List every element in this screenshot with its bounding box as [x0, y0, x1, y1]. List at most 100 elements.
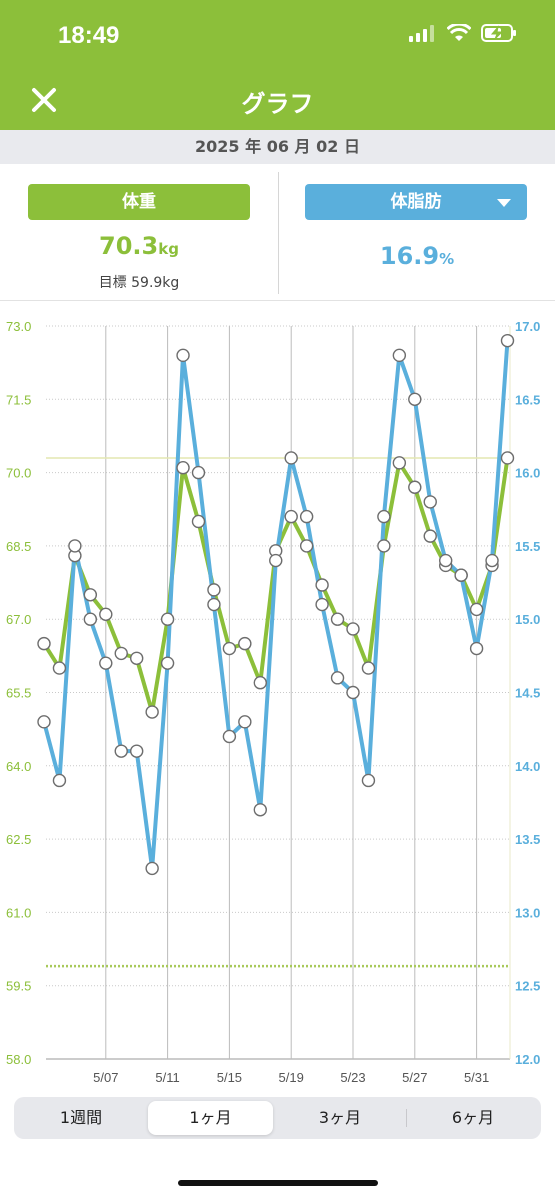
tab-1-month[interactable]: 1ヶ月 [148, 1101, 273, 1135]
fat-value: 16.9% [279, 242, 555, 270]
weight-point [392, 456, 407, 470]
y-left-tick-label: 58.0 [6, 1052, 31, 1067]
fat-point [439, 553, 453, 568]
y-right-tick-label: 15.5 [515, 539, 540, 554]
y-left-tick-label: 65.5 [6, 686, 31, 701]
x-tick-label: 5/23 [340, 1070, 365, 1085]
weight-tab-button[interactable]: 体重 [28, 184, 250, 220]
weight-point [238, 636, 252, 651]
weight-point [330, 612, 345, 626]
y-right-tick-label: 17.0 [515, 319, 540, 334]
tab-6-month[interactable]: 6ヶ月 [451, 1108, 495, 1127]
fat-series-line [42, 338, 510, 871]
y-left-tick-label: 64.0 [6, 759, 31, 774]
weight-point [145, 705, 159, 719]
y-left-tick-label: 71.5 [6, 392, 31, 407]
weight-point [346, 622, 360, 636]
fat-select-button[interactable]: 体脂肪 [305, 184, 527, 220]
fat-point [392, 348, 407, 363]
weight-unit: kg [158, 240, 179, 258]
tab-3-month[interactable]: 3ヶ月 [318, 1108, 362, 1127]
fat-point [99, 656, 113, 670]
x-tick-label: 5/19 [279, 1070, 304, 1085]
fat-point [299, 509, 314, 524]
weight-point [52, 661, 67, 675]
weight-point [83, 588, 98, 602]
weight-point [37, 636, 51, 651]
weight-point [129, 651, 144, 665]
y-right-tick-label: 13.0 [515, 905, 540, 920]
x-tick-label: 5/27 [402, 1070, 427, 1085]
y-right-tick-label: 16.5 [515, 392, 540, 407]
seg-separator [406, 1109, 407, 1127]
close-button[interactable] [22, 78, 66, 122]
x-tick-label: 5/15 [217, 1070, 242, 1085]
fat-point [284, 451, 298, 465]
y-left-tick-label: 68.5 [6, 539, 31, 554]
fat-point [222, 729, 237, 744]
panel-divider [278, 172, 279, 294]
x-tick-label: 5/11 [155, 1070, 179, 1085]
fat-point [315, 597, 329, 612]
battery-charging-icon [481, 24, 516, 42]
fat-point [145, 861, 159, 876]
weight-point [114, 646, 128, 661]
signal-icon [409, 25, 434, 42]
weight-point [361, 661, 376, 675]
status-time: 18:49 [58, 22, 120, 49]
weight-point [176, 461, 190, 475]
status-icons [409, 24, 517, 42]
y-left-tick-label: 67.0 [6, 612, 31, 627]
weight-point [191, 514, 206, 529]
y-left-tick-label: 61.0 [6, 905, 31, 920]
fat-point [469, 641, 484, 656]
wifi-icon [447, 24, 471, 41]
fat-point [253, 803, 267, 817]
fat-point [114, 744, 128, 758]
fat-point [68, 539, 82, 553]
date-label: 2025 年 06 月 02 日 [0, 130, 555, 164]
fat-number: 16.9 [379, 242, 440, 270]
nav-bar: グラフ [0, 70, 555, 130]
y-right-tick-label: 12.5 [515, 979, 540, 994]
chart-area: 73.0 17.0 71.5 16.5 70.0 16.0 68.5 15.5 67.0 15.0… [0, 301, 555, 1091]
home-indicator [178, 1180, 378, 1186]
fat-point [423, 495, 437, 509]
caret-down-icon [497, 199, 511, 207]
fat-point [238, 715, 252, 729]
weight-number: 70.3 [99, 232, 159, 260]
weight-point [299, 539, 314, 553]
fat-panel: 体脂肪 16.9% [279, 164, 555, 300]
weight-point [469, 602, 484, 617]
fat-point [361, 773, 376, 788]
fat-unit: % [439, 250, 455, 268]
fat-select-label: 体脂肪 [390, 192, 442, 212]
fat-point [160, 656, 175, 670]
status-bar: 18:49 [0, 0, 555, 70]
fat-point [454, 568, 468, 582]
y-left-tick-label: 73.0 [6, 319, 31, 334]
fat-point [377, 509, 391, 524]
fat-point [269, 553, 283, 568]
fat-point [207, 597, 221, 612]
y-right-tick-label: 12.0 [515, 1052, 540, 1067]
weight-fat-chart: 73.0 17.0 71.5 16.5 70.0 16.0 68.5 15.5 67.0 15.0… [6, 319, 540, 1085]
fat-point [500, 333, 515, 348]
weight-point [315, 578, 329, 592]
weight-goal: 目標 59.9kg [98, 275, 180, 291]
y-right-tick-label: 15.0 [515, 612, 540, 627]
weight-point [99, 607, 113, 622]
weight-point [253, 676, 267, 690]
y-left-tick-label: 70.0 [6, 466, 31, 481]
x-tick-label: 5/31 [464, 1070, 489, 1085]
fat-point [37, 715, 51, 729]
fat-point [52, 773, 67, 788]
period-segmented-control: 1週間 1ヶ月 3ヶ月 6ヶ月 [14, 1097, 541, 1139]
fat-point [346, 685, 360, 700]
fat-point [83, 612, 98, 626]
fat-point [129, 744, 144, 758]
fat-point [191, 465, 206, 480]
tab-1-week[interactable]: 1週間 [59, 1108, 103, 1127]
y-right-tick-label: 14.5 [515, 686, 540, 701]
weight-point [160, 612, 175, 626]
